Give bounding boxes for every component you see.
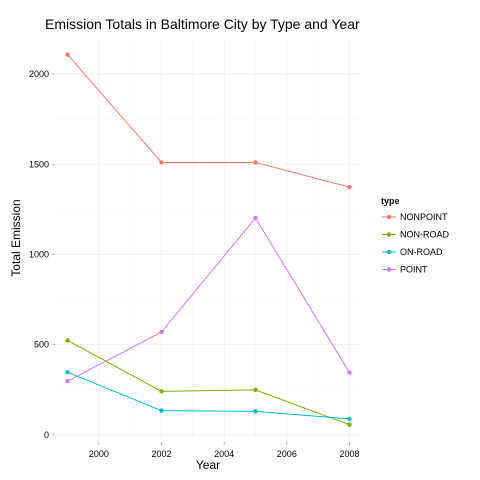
legend-label: ON-ROAD (400, 247, 443, 257)
legend-item-point: POINT (382, 265, 428, 275)
legend-label: POINT (400, 265, 428, 275)
data-point-on-road (253, 409, 258, 414)
y-tick-label: 1000 (29, 249, 49, 259)
y-tick-label: 2000 (29, 69, 49, 79)
data-point-nonpoint (65, 52, 70, 57)
legend-title: type (381, 196, 400, 206)
chart-title: Emission Totals in Baltimore City by Typ… (45, 16, 360, 32)
x-axis-title: Year (196, 458, 220, 472)
data-point-non-road (159, 389, 164, 394)
series-line-point (67, 217, 350, 382)
legend-item-on-road: ON-ROAD (382, 247, 443, 257)
data-point-on-road (159, 408, 164, 413)
data-point-point (159, 329, 164, 335)
y-tick-label: 0 (44, 430, 49, 440)
legend-label: NONPOINT (400, 212, 448, 222)
data-point-non-road (253, 387, 258, 393)
plot-grid (55, 38, 362, 442)
data-point-point (347, 370, 352, 375)
series-non-road (65, 338, 352, 427)
data-point-nonpoint (159, 160, 164, 165)
data-point-non-road (65, 338, 70, 343)
y-axis-ticks: 0 500 1000 1500 2000 (29, 69, 55, 440)
data-point-nonpoint (253, 160, 258, 165)
legend-item-nonpoint: NONPOINT (382, 212, 448, 222)
legend-key-point (386, 214, 392, 220)
series-layer (65, 52, 352, 427)
legend-key-point (386, 249, 392, 255)
y-tick-label: 1500 (29, 159, 49, 169)
series-line-non-road (67, 340, 350, 426)
series-on-road (65, 370, 352, 422)
x-tick-label: 2000 (89, 449, 109, 459)
legend-item-non-road: NON-ROAD (382, 230, 449, 240)
legend-label: NON-ROAD (400, 230, 449, 240)
legend: type NONPOINT NON-ROAD ON-ROAD POINT (381, 196, 449, 275)
x-tick-label: 2006 (277, 449, 297, 459)
x-axis-ticks: 2000 2002 2004 2006 2008 (89, 442, 359, 459)
data-point-nonpoint (347, 184, 352, 190)
series-point (65, 215, 352, 384)
legend-key-point (386, 267, 392, 272)
legend-key-point (386, 232, 392, 237)
data-point-non-road (347, 422, 352, 427)
y-tick-label: 500 (34, 340, 49, 350)
data-point-point (65, 379, 70, 384)
x-tick-label: 2002 (151, 449, 171, 459)
data-point-point (253, 215, 258, 221)
series-line-nonpoint (67, 54, 350, 188)
series-nonpoint (65, 52, 352, 190)
x-tick-label: 2008 (339, 449, 359, 459)
data-point-on-road (65, 370, 70, 375)
x-tick-label: 2004 (214, 449, 234, 459)
data-point-on-road (347, 416, 352, 422)
series-line-on-road (67, 371, 350, 420)
y-axis-title: Total Emission (9, 199, 23, 276)
